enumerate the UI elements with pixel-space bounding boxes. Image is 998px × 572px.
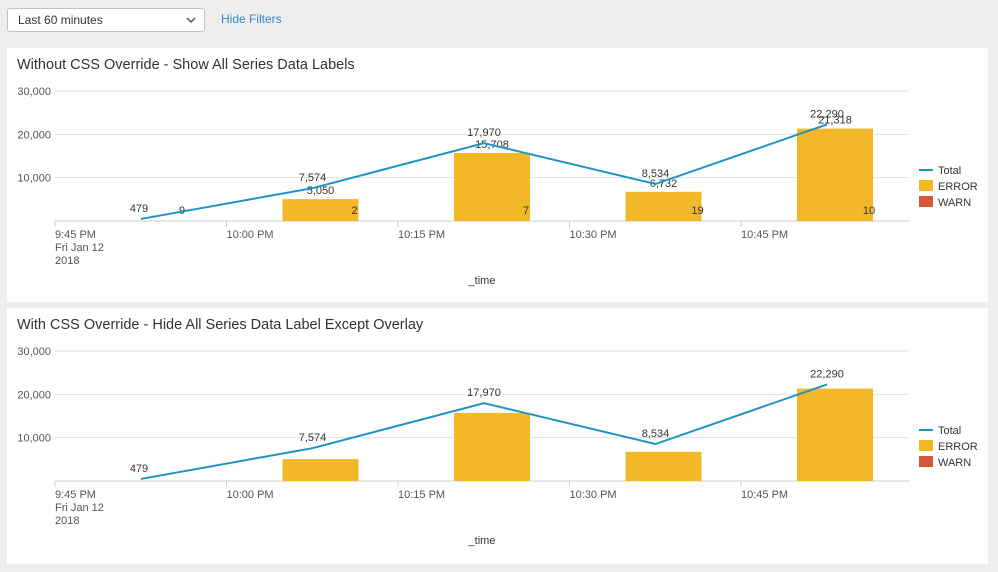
legend-label-error: ERROR: [938, 181, 978, 193]
y-tick-label: 10,000: [17, 433, 51, 445]
total-data-label: 7,574: [299, 432, 327, 444]
total-data-label: 17,970: [467, 127, 501, 139]
x-tick-label: 2018: [55, 255, 79, 267]
x-tick-label: 10:00 PM: [227, 229, 274, 241]
y-tick-label: 30,000: [17, 86, 51, 98]
legend-label-warn: WARN: [938, 457, 971, 469]
x-tick-label: 2018: [55, 515, 79, 527]
legend-box-marker: [919, 196, 933, 207]
warn-data-label: 7: [523, 205, 529, 217]
chevron-down-icon: [186, 17, 196, 24]
error-bar: [625, 191, 702, 221]
legend-label-warn: WARN: [938, 197, 971, 209]
total-data-label: 7,574: [299, 172, 327, 184]
error-bar: [797, 388, 873, 481]
x-tick-label: 10:45 PM: [741, 489, 788, 501]
error-bar: [454, 412, 530, 481]
legend-label-error: ERROR: [938, 441, 978, 453]
total-data-label: 22,290: [810, 108, 844, 120]
legend-label-total: Total: [938, 165, 961, 177]
error-bar: [454, 152, 530, 221]
x-tick-label: 10:30 PM: [570, 489, 617, 501]
time-range-value: Last 60 minutes: [18, 13, 103, 27]
warn-data-label: 10: [863, 205, 875, 217]
x-tick-label: 9:45 PM: [55, 489, 96, 501]
x-tick-label: 10:30 PM: [570, 229, 617, 241]
total-data-label: 8,534: [642, 168, 670, 180]
time-range-picker[interactable]: Last 60 minutes: [7, 8, 205, 32]
x-tick-label: 10:45 PM: [741, 229, 788, 241]
panel-with-override: 10,000 20,000 30,000 9:45 PM Fri Jan 12 2018 1…: [7, 308, 988, 564]
total-data-label: 17,970: [467, 387, 501, 399]
y-tick-label: 30,000: [17, 346, 51, 358]
panel-title: Without CSS Override - Show All Series D…: [17, 57, 355, 73]
y-tick-label: 10,000: [17, 173, 51, 185]
warn-data-label: 2: [351, 205, 357, 217]
panel-title: With CSS Override - Hide All Series Data…: [17, 317, 424, 333]
legend-label-total: Total: [938, 425, 961, 437]
x-tick-label: 10:15 PM: [398, 489, 445, 501]
total-data-label: 22,290: [810, 368, 844, 380]
x-tick-label: Fri Jan 12: [55, 502, 104, 514]
y-tick-label: 20,000: [17, 129, 51, 141]
error-bar: [282, 459, 359, 481]
y-tick-label: 20,000: [17, 389, 51, 401]
x-axis-title: _time: [468, 275, 496, 287]
x-tick-label: 9:45 PM: [55, 229, 96, 241]
legend-box-marker: [919, 456, 933, 467]
x-tick-label: 10:15 PM: [398, 229, 445, 241]
x-tick-label: Fri Jan 12: [55, 242, 104, 254]
x-tick-label: 10:00 PM: [227, 489, 274, 501]
total-data-label: 479: [130, 463, 148, 475]
total-data-label: 479: [130, 203, 148, 215]
panel-without-override: 10,000 20,000 30,000 9:45 PM Fri Jan 12 2018 1…: [7, 48, 988, 302]
hide-filters-link[interactable]: Hide Filters: [221, 12, 282, 26]
x-axis-title: _time: [468, 535, 496, 547]
total-data-label: 8,534: [642, 428, 670, 440]
error-bar: [797, 128, 873, 221]
legend-box-marker: [919, 180, 933, 191]
error-bar: [625, 451, 702, 481]
warn-data-label: 19: [691, 205, 703, 217]
legend-box-marker: [919, 440, 933, 451]
error-bar: [282, 199, 359, 221]
filter-bar: Last 60 minutes Hide Filters: [0, 0, 998, 44]
error-data-label: 6,732: [650, 178, 678, 190]
